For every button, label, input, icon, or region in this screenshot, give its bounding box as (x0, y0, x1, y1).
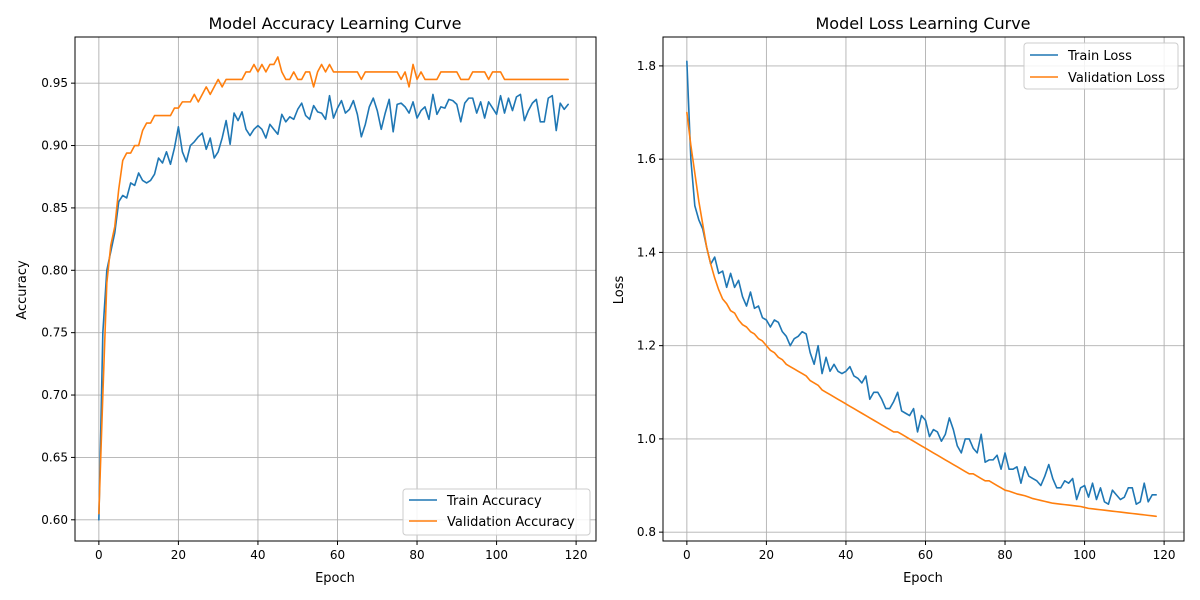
accuracy-y-tick-label: 0.90 (41, 139, 68, 153)
loss-ticks: 0 20 40 60 80 100 120 0.8 1.0 1.2 1.4 1.6 1.8 (637, 59, 1176, 562)
loss-y-tick-label: 1.4 (637, 245, 656, 259)
accuracy-chart-title: Model Accuracy Learning Curve (208, 14, 461, 33)
accuracy-y-tick-label: 0.60 (41, 513, 68, 527)
loss-x-axis-label: Epoch (903, 571, 943, 586)
accuracy-x-tick-label: 80 (409, 548, 424, 562)
loss-y-tick-label: 1.0 (637, 432, 656, 446)
accuracy-y-tick-label: 0.70 (41, 388, 68, 402)
accuracy-y-tick-label: 0.80 (41, 263, 68, 277)
loss-x-tick-label: 20 (759, 548, 774, 562)
loss-series (686, 60, 1157, 518)
loss-x-tick-label: 40 (838, 548, 853, 562)
accuracy-series (98, 56, 569, 521)
legend-label-validation-loss: Validation Loss (1068, 71, 1165, 86)
legend-label-train-loss: Train Loss (1067, 49, 1132, 64)
accuracy-legend-box (402, 488, 591, 536)
loss-plot-frame (662, 36, 1185, 542)
accuracy-x-tick-label: 60 (330, 548, 345, 562)
accuracy-x-tick-label: 0 (95, 548, 103, 562)
loss-chart-title: Model Loss Learning Curve (815, 14, 1030, 33)
loss-y-axis-label: Loss (612, 276, 627, 305)
accuracy-plot-frame (74, 36, 597, 542)
series-line-validation-loss (686, 111, 1157, 518)
accuracy-chart: Model Accuracy Learning Curve Epoch Accu… (15, 14, 597, 586)
loss-x-tick-label: 120 (1153, 548, 1176, 562)
accuracy-legend: Train Accuracy Validation Accuracy (402, 488, 591, 536)
loss-x-tick-label: 0 (683, 548, 691, 562)
loss-y-tick-label: 1.2 (637, 339, 656, 353)
accuracy-x-tick-label: 20 (171, 548, 186, 562)
series-line-train-accuracy (98, 93, 569, 521)
accuracy-x-tick-label: 100 (485, 548, 508, 562)
loss-y-tick-label: 1.6 (637, 152, 656, 166)
loss-y-tick-label: 1.8 (637, 59, 656, 73)
accuracy-y-tick-label: 0.65 (41, 450, 68, 464)
series-line-validation-accuracy (98, 56, 569, 515)
legend-label-validation-accuracy: Validation Accuracy (447, 515, 575, 530)
loss-y-tick-label: 0.8 (637, 525, 656, 539)
series-line-train-loss (686, 60, 1157, 505)
legend-label-train-accuracy: Train Accuracy (446, 494, 542, 509)
accuracy-y-tick-label: 0.85 (41, 201, 68, 215)
loss-legend: Train Loss Validation Loss (1023, 42, 1179, 90)
accuracy-ticks: 0 20 40 60 80 100 120 0.60 0.65 0.70 0.75 0.80 0.85 0… (41, 76, 587, 562)
accuracy-y-tick-label: 0.75 (41, 326, 68, 340)
loss-x-tick-label: 80 (997, 548, 1012, 562)
accuracy-x-tick-label: 120 (565, 548, 588, 562)
accuracy-x-tick-label: 40 (250, 548, 265, 562)
accuracy-y-axis-label: Accuracy (15, 260, 30, 320)
loss-legend-box (1023, 42, 1179, 90)
loss-chart: Model Loss Learning Curve Epoch Loss 0 20… (612, 14, 1185, 586)
accuracy-x-axis-label: Epoch (315, 571, 355, 586)
accuracy-y-tick-label: 0.95 (41, 76, 68, 90)
loss-x-tick-label: 60 (918, 548, 933, 562)
loss-x-tick-label: 100 (1073, 548, 1096, 562)
